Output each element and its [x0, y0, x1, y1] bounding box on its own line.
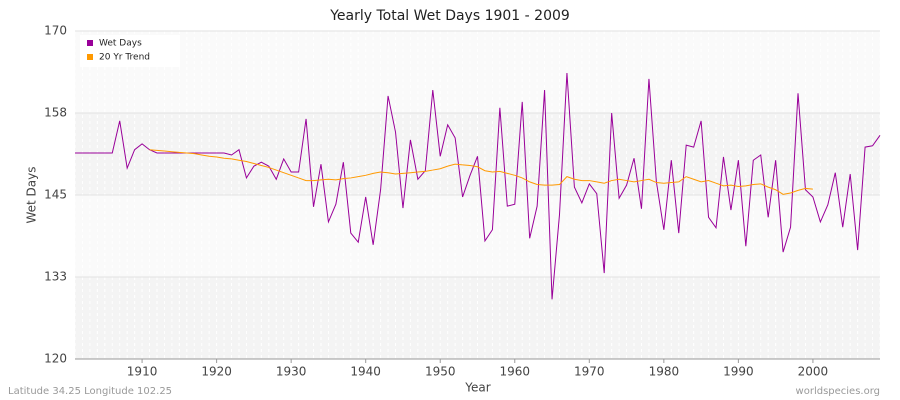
y-tick-label: 133 [44, 270, 67, 284]
x-tick-label: 2000 [798, 365, 829, 379]
legend-box [80, 35, 180, 67]
y-tick-label: 158 [44, 106, 67, 120]
y-tick-label: 170 [44, 24, 67, 38]
legend-label: Wet Days [99, 39, 142, 49]
series-line [75, 72, 881, 300]
x-tick-label: 1980 [649, 365, 680, 379]
chart-title: Yearly Total Wet Days 1901 - 2009 [329, 8, 570, 24]
footer-right: worldspecies.org [796, 386, 880, 397]
x-tick-label: 1990 [723, 365, 754, 379]
x-tick-label: 1970 [574, 365, 605, 379]
legend-label: 20 Yr Trend [99, 53, 150, 63]
x-tick-label: 1920 [201, 365, 232, 379]
legend-swatch [87, 54, 93, 60]
legend: Wet Days 20 Yr Trend [80, 35, 180, 67]
legend-swatch [87, 40, 93, 46]
x-tick-label: 1910 [127, 365, 158, 379]
x-tick-label: 1930 [276, 365, 307, 379]
x-tick-label: 1960 [499, 365, 530, 379]
x-tick-label: 1940 [350, 365, 381, 379]
footer-left: Latitude 34.25 Longitude 102.25 [8, 386, 172, 397]
y-axis-label: Wet Days [25, 166, 39, 223]
x-axis-label: Year [464, 381, 490, 395]
series-line [149, 149, 813, 195]
x-tick-label: 1950 [425, 365, 456, 379]
y-tick-label: 120 [44, 352, 67, 366]
y-tick-label: 145 [44, 188, 67, 202]
